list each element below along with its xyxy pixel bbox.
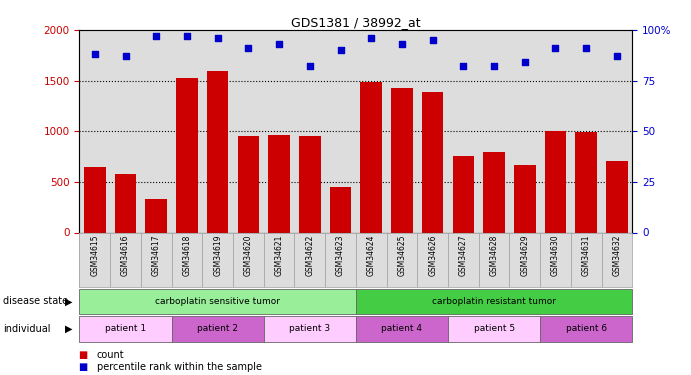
Point: [182, 33, 193, 39]
Point: [550, 45, 561, 51]
Text: GSM34630: GSM34630: [551, 234, 560, 276]
Text: count: count: [97, 350, 124, 360]
Point: [243, 45, 254, 51]
Text: patient 5: patient 5: [473, 324, 515, 333]
Text: GSM34617: GSM34617: [152, 234, 161, 276]
Text: ▶: ▶: [65, 324, 73, 334]
Title: GDS1381 / 38992_at: GDS1381 / 38992_at: [291, 16, 421, 29]
Bar: [84, 166, 106, 232]
Text: individual: individual: [3, 324, 51, 334]
Text: GSM34628: GSM34628: [489, 234, 499, 276]
Bar: [483, 152, 505, 232]
Point: [458, 63, 469, 69]
Text: carboplatin resistant tumor: carboplatin resistant tumor: [432, 297, 556, 306]
Bar: [453, 156, 474, 232]
Text: GSM34626: GSM34626: [428, 234, 437, 276]
Point: [519, 59, 530, 65]
Point: [304, 63, 315, 69]
Text: GSM34627: GSM34627: [459, 234, 468, 276]
Text: GSM34625: GSM34625: [397, 234, 406, 276]
Text: patient 6: patient 6: [566, 324, 607, 333]
Bar: [176, 78, 198, 232]
Bar: [79, 316, 171, 342]
Bar: [268, 135, 290, 232]
Text: disease state: disease state: [3, 297, 68, 306]
Text: GSM34624: GSM34624: [367, 234, 376, 276]
Text: GSM34616: GSM34616: [121, 234, 130, 276]
Text: GSM34620: GSM34620: [244, 234, 253, 276]
Bar: [330, 187, 351, 232]
Text: GSM34631: GSM34631: [582, 234, 591, 276]
Text: patient 2: patient 2: [197, 324, 238, 333]
Bar: [540, 316, 632, 342]
Bar: [238, 136, 259, 232]
Text: patient 4: patient 4: [381, 324, 422, 333]
Point: [397, 41, 408, 47]
Text: GSM34622: GSM34622: [305, 234, 314, 276]
Text: GSM34623: GSM34623: [336, 234, 345, 276]
Bar: [356, 289, 632, 314]
Text: carboplatin sensitive tumor: carboplatin sensitive tumor: [155, 297, 280, 306]
Bar: [448, 316, 540, 342]
Text: ■: ■: [79, 362, 92, 372]
Bar: [207, 70, 229, 232]
Point: [151, 33, 162, 39]
Bar: [115, 174, 136, 232]
Point: [489, 63, 500, 69]
Text: GSM34629: GSM34629: [520, 234, 529, 276]
Bar: [422, 92, 444, 232]
Bar: [146, 199, 167, 232]
Bar: [361, 82, 382, 232]
Text: ■: ■: [79, 350, 92, 360]
Text: percentile rank within the sample: percentile rank within the sample: [97, 362, 262, 372]
Text: GSM34632: GSM34632: [612, 234, 621, 276]
Point: [366, 35, 377, 41]
Text: GSM34621: GSM34621: [274, 234, 283, 276]
Bar: [356, 316, 448, 342]
Bar: [514, 165, 536, 232]
Bar: [171, 316, 264, 342]
Point: [580, 45, 591, 51]
Point: [335, 47, 346, 53]
Point: [612, 53, 623, 59]
Bar: [391, 88, 413, 232]
Point: [212, 35, 223, 41]
Point: [89, 51, 100, 57]
Bar: [79, 289, 356, 314]
Text: patient 1: patient 1: [105, 324, 146, 333]
Bar: [299, 136, 321, 232]
Text: GSM34618: GSM34618: [182, 234, 191, 276]
Bar: [606, 160, 627, 232]
Bar: [545, 131, 566, 232]
Point: [120, 53, 131, 59]
Bar: [576, 132, 597, 232]
Text: patient 3: patient 3: [290, 324, 330, 333]
Text: GSM34619: GSM34619: [213, 234, 223, 276]
Text: GSM34615: GSM34615: [91, 234, 100, 276]
Text: ▶: ▶: [65, 297, 73, 306]
Point: [427, 37, 438, 43]
Bar: [264, 316, 356, 342]
Point: [274, 41, 285, 47]
